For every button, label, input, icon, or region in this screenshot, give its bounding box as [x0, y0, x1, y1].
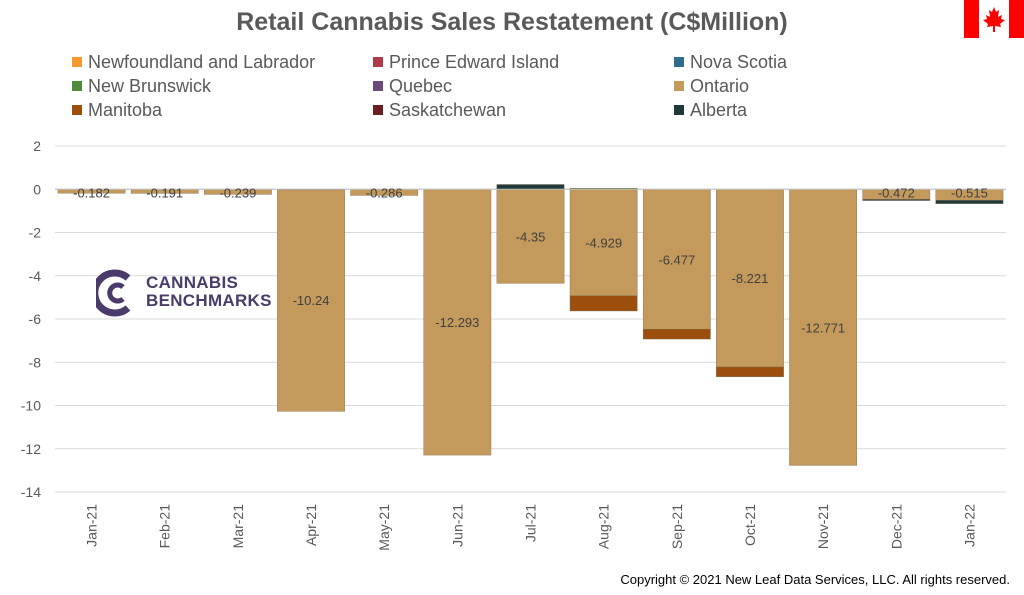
data-label: -4.35	[516, 229, 546, 244]
legend-label: New Brunswick	[88, 75, 212, 96]
y-tick-label: -10	[21, 398, 41, 414]
legend-label: Prince Edward Island	[389, 51, 560, 72]
x-tick-label: Jun-21	[449, 504, 465, 547]
x-tick-label: Mar-21	[230, 504, 246, 549]
legend-item: Saskatchewan	[373, 99, 506, 121]
data-label: -12.771	[801, 320, 845, 335]
data-label: -0.191	[146, 185, 183, 200]
legend-swatch	[373, 57, 383, 67]
bar-segment	[496, 189, 565, 284]
y-tick-label: -2	[29, 225, 42, 241]
legend-swatch	[72, 81, 82, 91]
data-label: -10.24	[293, 293, 330, 308]
bar-segment	[789, 189, 857, 466]
copyright-notice: Copyright © 2021 New Leaf Data Services,…	[620, 572, 1010, 587]
y-tick-label: -8	[29, 354, 42, 370]
bar-segment	[862, 199, 931, 201]
data-label: -8.221	[732, 271, 769, 286]
y-tick-label: -4	[29, 268, 42, 284]
legend-swatch	[674, 105, 684, 115]
y-tick-label: -6	[29, 311, 42, 327]
legend-item: Prince Edward Island	[373, 51, 559, 73]
legend-item: Manitoba	[72, 99, 162, 121]
data-label: -0.239	[219, 185, 256, 200]
x-tick-label: Nov-21	[815, 504, 831, 549]
x-tick-label: Jan-22	[961, 504, 977, 547]
x-tick-label: Feb-21	[157, 504, 173, 549]
bar-segment	[423, 189, 492, 456]
legend-swatch	[72, 105, 82, 115]
legend-item: Alberta	[674, 99, 747, 121]
bar-segment	[642, 189, 711, 330]
x-tick-label: Aug-21	[596, 504, 612, 549]
legend-label: Nova Scotia	[690, 51, 788, 72]
legend-item: Newfoundland and Labrador	[72, 51, 315, 73]
data-label: -0.515	[951, 185, 988, 200]
legend-swatch	[373, 105, 383, 115]
legend-item: New Brunswick	[72, 75, 211, 97]
bar-segment	[277, 189, 345, 412]
bar-segment	[569, 189, 638, 297]
legend-item: Nova Scotia	[674, 51, 787, 73]
logo-mark-icon	[91, 269, 131, 317]
legend-label: Ontario	[690, 75, 750, 96]
x-tick-label: Jan-21	[84, 504, 100, 547]
data-label: -12.293	[435, 315, 479, 330]
y-tick-label: 0	[33, 181, 41, 197]
y-tick-label: -14	[21, 484, 41, 500]
legend-swatch	[674, 57, 684, 67]
legend-label: Quebec	[389, 75, 453, 96]
bar-segment	[935, 200, 1004, 204]
data-label: -4.929	[585, 236, 622, 251]
legend-swatch	[373, 81, 383, 91]
legend-label: Alberta	[690, 99, 748, 120]
x-tick-label: Oct-21	[742, 504, 758, 546]
logo-line-1: CANNABIS	[146, 273, 239, 292]
y-tick-label: 2	[33, 138, 41, 154]
cannabis-benchmarks-logo: CANNABIS BENCHMARKS	[91, 268, 286, 318]
data-label: -6.477	[658, 252, 695, 267]
logo-line-2: BENCHMARKS	[146, 291, 272, 310]
legend-swatch	[674, 81, 684, 91]
legend-item: Quebec	[373, 75, 452, 97]
y-tick-label: -12	[21, 441, 41, 457]
bar-segment	[569, 295, 638, 312]
x-tick-label: Sep-21	[669, 504, 685, 549]
legend-label: Manitoba	[88, 99, 163, 120]
x-tick-label: Apr-21	[303, 504, 319, 546]
canada-flag-icon	[964, 0, 1024, 38]
legend-label: Newfoundland and Labrador	[88, 51, 316, 72]
x-tick-label: Jul-21	[523, 504, 539, 542]
data-label: -0.182	[73, 185, 110, 200]
bar-segment	[716, 366, 784, 377]
chart-title: Retail Cannabis Sales Restatement (C$Mil…	[236, 8, 788, 36]
data-label: -0.472	[878, 185, 915, 200]
legend-label: Saskatchewan	[389, 99, 507, 120]
x-tick-label: Dec-21	[888, 504, 904, 549]
bar-segment	[642, 329, 711, 340]
bar-segment	[496, 184, 565, 190]
x-tick-label: May-21	[376, 504, 392, 551]
data-label: -0.286	[366, 185, 403, 200]
bar-segment	[716, 189, 784, 368]
legend-item: Ontario	[674, 75, 749, 97]
legend-swatch	[72, 57, 82, 67]
